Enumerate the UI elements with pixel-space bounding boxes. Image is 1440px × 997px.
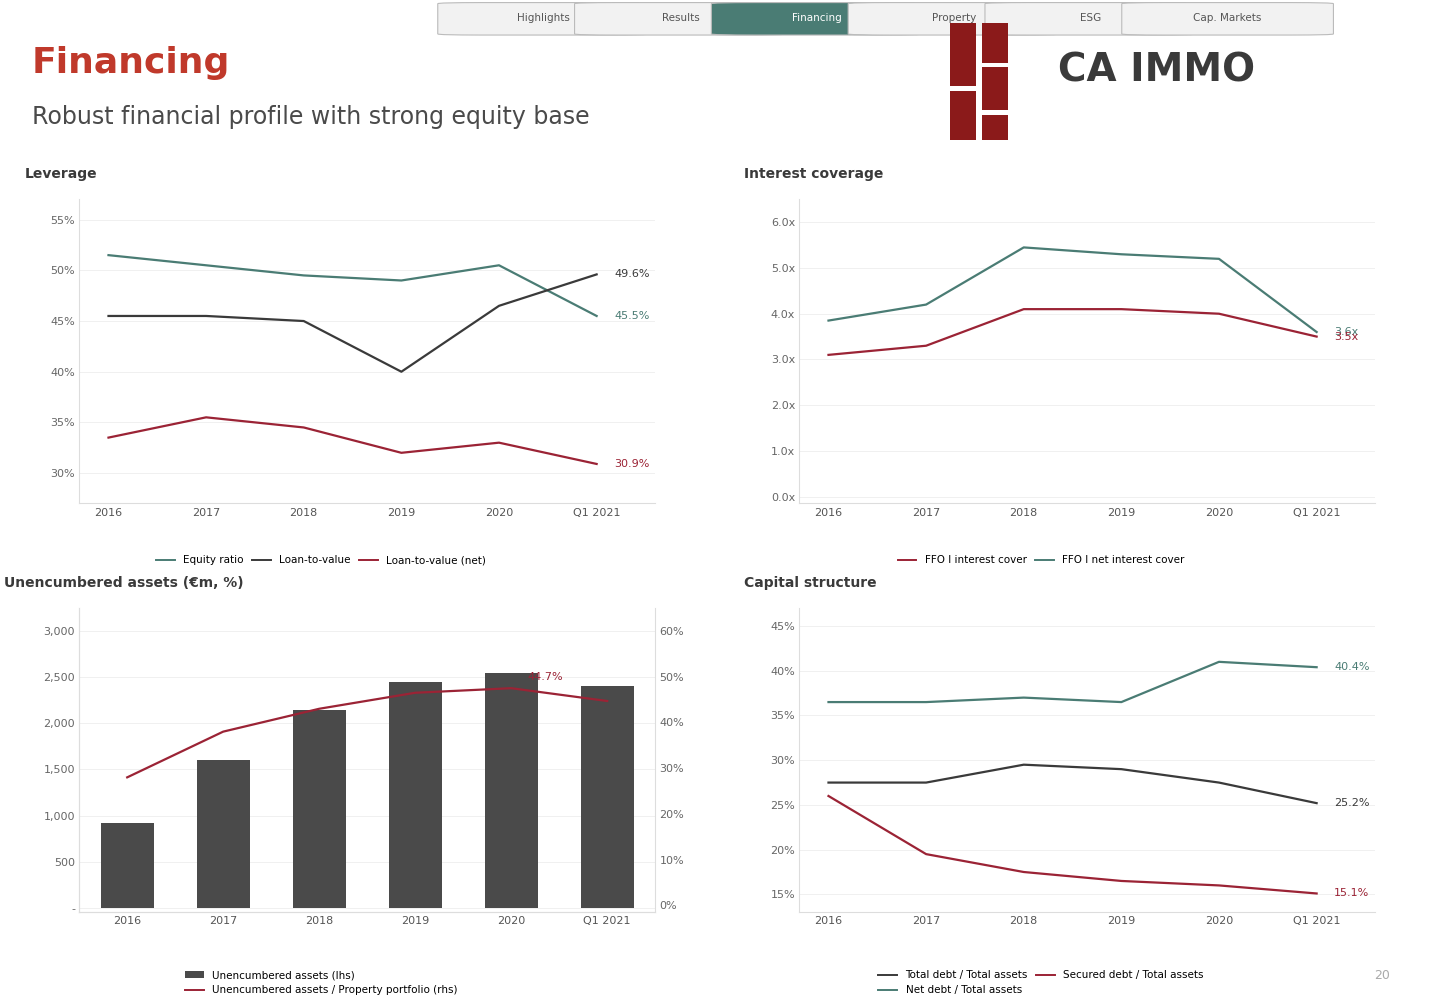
Text: 30.9%: 30.9% [615, 459, 649, 469]
Text: ESG: ESG [1080, 13, 1102, 24]
Bar [580, 687, 634, 907]
Text: Capital structure: Capital structure [744, 576, 877, 590]
Text: Property: Property [932, 13, 976, 24]
Text: Financing: Financing [32, 46, 230, 81]
Text: 40.4%: 40.4% [1335, 662, 1369, 672]
Text: 20: 20 [1374, 969, 1390, 982]
Text: 49.6%: 49.6% [615, 269, 649, 279]
Bar [389, 682, 442, 907]
Bar [292, 710, 346, 907]
Text: 3.6x: 3.6x [1335, 327, 1358, 337]
Bar [485, 673, 537, 907]
FancyBboxPatch shape [985, 3, 1197, 35]
Bar [950, 96, 976, 141]
Text: Results: Results [661, 13, 700, 24]
Text: Unencumbered assets (€m, %): Unencumbered assets (€m, %) [4, 576, 243, 590]
Legend: Equity ratio, Loan-to-value, Loan-to-value (net): Equity ratio, Loan-to-value, Loan-to-val… [153, 551, 490, 569]
Text: Interest coverage: Interest coverage [744, 167, 884, 181]
Text: Robust financial profile with strong equity base: Robust financial profile with strong equ… [32, 105, 589, 130]
Text: 45.5%: 45.5% [615, 311, 649, 321]
FancyBboxPatch shape [438, 3, 649, 35]
Text: Financing: Financing [792, 13, 842, 24]
Legend: Unencumbered assets (lhs), Unencumbered assets / Property portfolio (rhs): Unencumbered assets (lhs), Unencumbered … [180, 966, 462, 997]
Text: 44.7%: 44.7% [527, 672, 563, 682]
FancyBboxPatch shape [848, 3, 1060, 35]
Legend: Total debt / Total assets, Net debt / Total assets, Secured debt / Total assets: Total debt / Total assets, Net debt / To… [874, 966, 1208, 997]
Bar [950, 23, 976, 87]
Bar [101, 823, 154, 907]
FancyBboxPatch shape [1122, 3, 1333, 35]
Text: 3.5x: 3.5x [1335, 332, 1358, 342]
Text: Cap. Markets: Cap. Markets [1194, 13, 1261, 24]
Bar [950, 91, 976, 110]
Text: 25.2%: 25.2% [1335, 799, 1369, 809]
Text: 15.1%: 15.1% [1335, 888, 1369, 898]
Bar [982, 115, 1008, 141]
FancyBboxPatch shape [711, 3, 923, 35]
Text: Leverage: Leverage [24, 167, 96, 181]
Text: CA IMMO: CA IMMO [1058, 51, 1256, 89]
FancyBboxPatch shape [575, 3, 786, 35]
Text: Highlights: Highlights [517, 13, 570, 24]
Bar [982, 68, 1008, 110]
Bar [982, 23, 1008, 63]
Bar [197, 760, 249, 907]
Legend: FFO I interest cover, FFO I net interest cover: FFO I interest cover, FFO I net interest… [893, 551, 1189, 569]
